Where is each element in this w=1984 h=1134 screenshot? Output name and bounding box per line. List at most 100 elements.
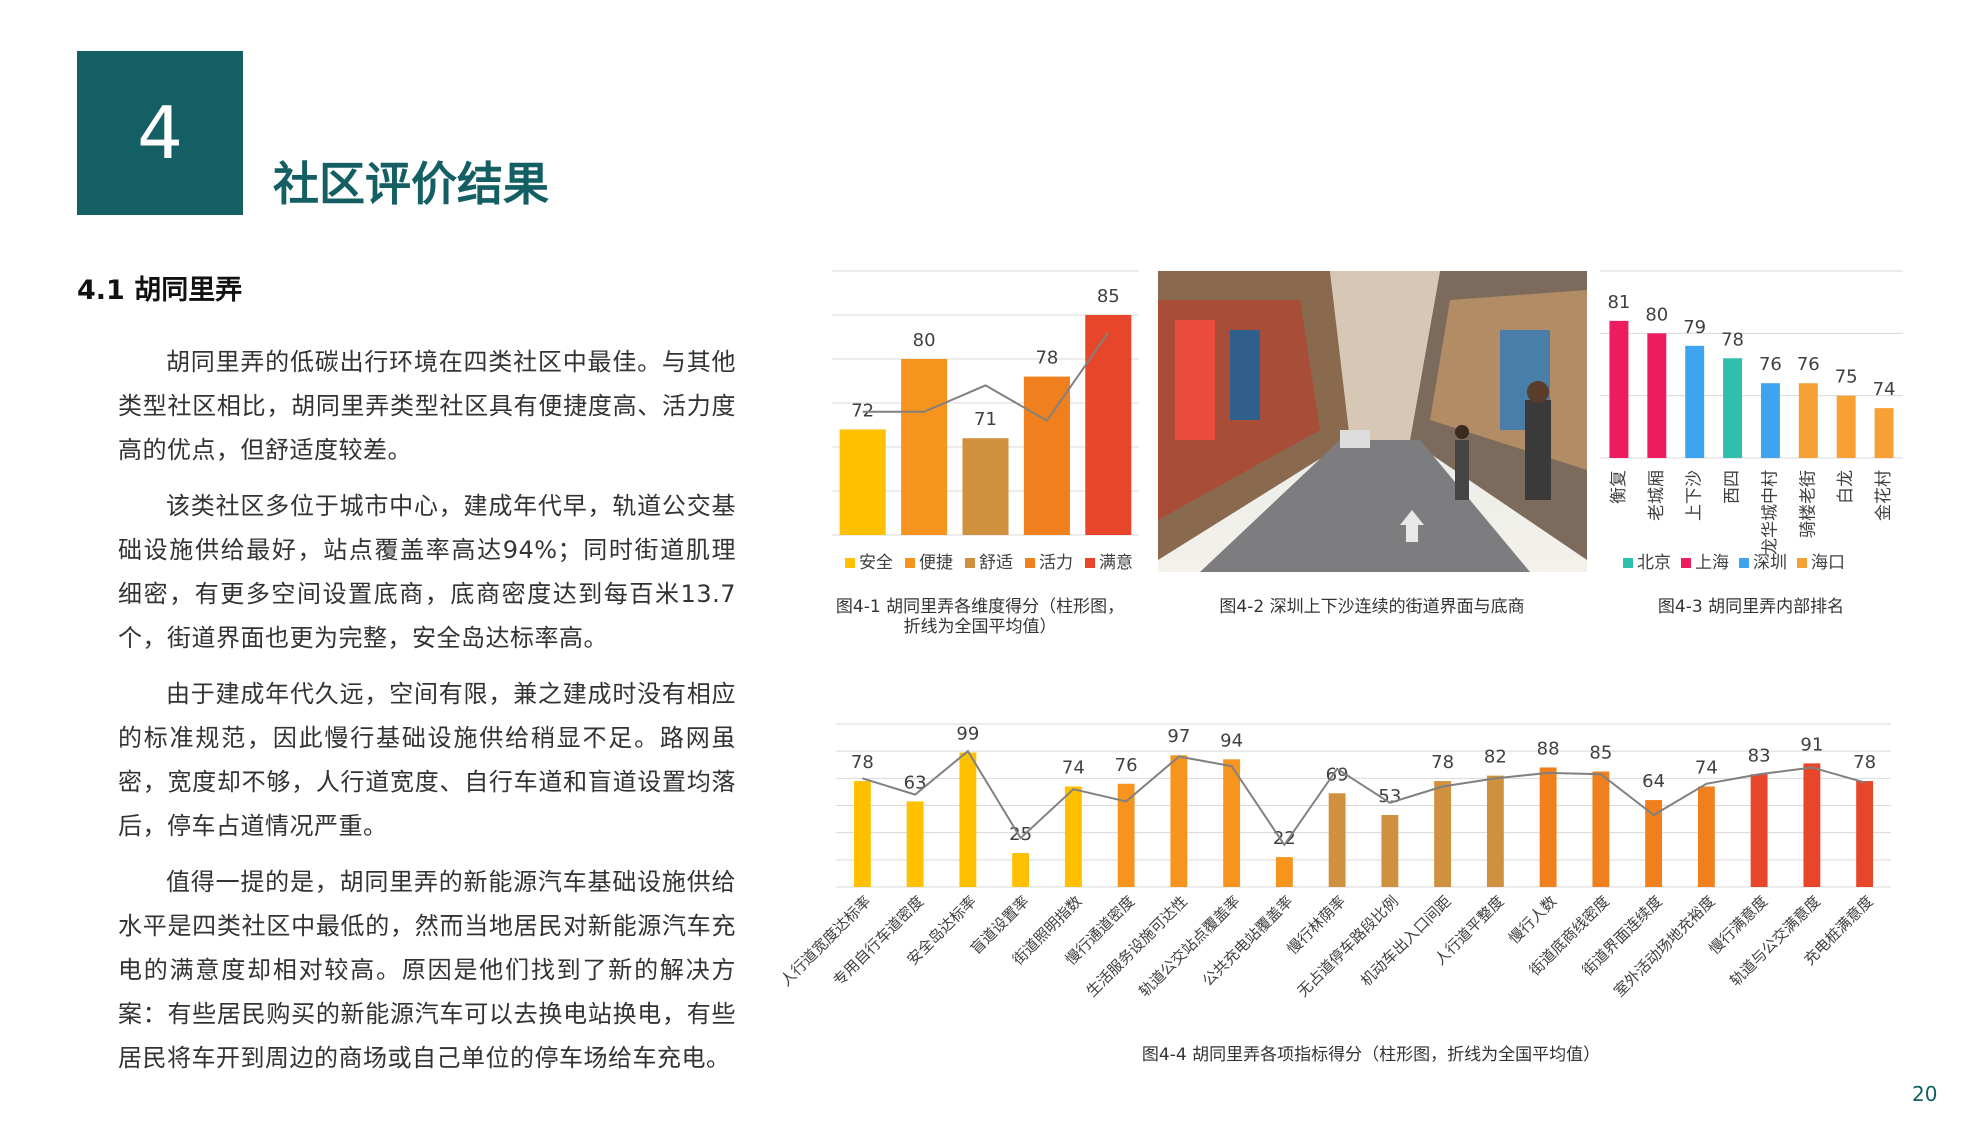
bar bbox=[1223, 759, 1241, 887]
figure-caption: 图4-2 深圳上下沙连续的街道界面与底商 bbox=[1219, 597, 1524, 617]
figure-caption: 折线为全国平均值） bbox=[904, 617, 1057, 637]
bar bbox=[839, 429, 886, 535]
figure-caption: 图4-4 胡同里弄各项指标得分（柱形图，折线为全国平均值） bbox=[1142, 1045, 1600, 1065]
average-line bbox=[862, 749, 1865, 847]
x-tick-label: 人行道宽度达标率 bbox=[777, 892, 875, 990]
bar bbox=[1012, 853, 1030, 887]
bar bbox=[901, 359, 948, 535]
legend-label: 安全 bbox=[859, 553, 893, 573]
value-label: 78 bbox=[1035, 348, 1058, 369]
bar bbox=[1697, 786, 1715, 887]
x-tick-label: 金花村 bbox=[1874, 470, 1894, 521]
value-label: 80 bbox=[913, 330, 936, 351]
bar bbox=[1750, 774, 1768, 887]
value-label: 22 bbox=[1273, 828, 1296, 849]
x-tick-label: 衡复 bbox=[1609, 470, 1629, 504]
legend-swatch bbox=[845, 558, 855, 568]
x-tick-label: 西四 bbox=[1723, 470, 1743, 504]
x-tick-label: 轨道与公交满意度 bbox=[1726, 892, 1824, 990]
legend-swatch bbox=[1623, 558, 1633, 568]
x-tick-label: 老城厢 bbox=[1647, 470, 1667, 521]
x-tick-label: 专用自行车道密度 bbox=[830, 892, 928, 990]
bar bbox=[1328, 793, 1346, 887]
legend-label: 北京 bbox=[1637, 553, 1671, 573]
value-label: 97 bbox=[1167, 726, 1190, 747]
value-label: 91 bbox=[1800, 734, 1823, 755]
figure-caption: 图4-1 胡同里弄各维度得分（柱形图， bbox=[836, 597, 1124, 617]
bar bbox=[1647, 333, 1667, 458]
value-label: 80 bbox=[1645, 304, 1668, 325]
average-line bbox=[862, 332, 1110, 422]
legend-swatch bbox=[965, 558, 975, 568]
figure-caption: 图4-3 胡同里弄内部排名 bbox=[1658, 597, 1844, 617]
x-tick-label: 机动车出入口间距 bbox=[1357, 892, 1455, 990]
value-label: 71 bbox=[974, 409, 997, 430]
legend-label: 海口 bbox=[1811, 553, 1845, 573]
bar bbox=[959, 752, 977, 887]
value-label: 81 bbox=[1607, 292, 1630, 313]
bar bbox=[1874, 408, 1894, 458]
bar bbox=[1609, 320, 1629, 458]
legend-label: 便捷 bbox=[919, 553, 953, 573]
chapter-number: 4 bbox=[77, 51, 243, 215]
legend-swatch bbox=[1681, 558, 1691, 568]
value-label: 74 bbox=[1873, 379, 1896, 400]
value-label: 78 bbox=[1431, 752, 1454, 773]
bar bbox=[1539, 767, 1557, 887]
value-label: 63 bbox=[904, 772, 927, 793]
legend-label: 深圳 bbox=[1753, 553, 1787, 573]
bar bbox=[1117, 783, 1135, 887]
value-label: 82 bbox=[1484, 747, 1507, 768]
paragraph: 该类社区多位于城市中心，建成年代早，轨道公交基础设施供给最好，站点覆盖率高达94… bbox=[118, 492, 736, 652]
value-label: 79 bbox=[1683, 317, 1706, 338]
value-label: 85 bbox=[1097, 286, 1120, 307]
x-tick-label: 白龙 bbox=[1836, 470, 1856, 504]
bar bbox=[1275, 857, 1293, 887]
bar bbox=[1064, 786, 1082, 887]
bar bbox=[906, 801, 924, 887]
value-label: 78 bbox=[1853, 752, 1876, 773]
bar bbox=[1592, 771, 1610, 887]
bar bbox=[1685, 345, 1705, 458]
bar bbox=[1486, 775, 1504, 887]
value-label: 25 bbox=[1009, 824, 1032, 845]
value-label: 99 bbox=[956, 724, 979, 745]
bar bbox=[1836, 395, 1856, 458]
value-label: 76 bbox=[1759, 354, 1782, 375]
body-text: 胡同里弄的低碳出行环境在四类社区中最佳。与其他类型社区相比，胡同里弄类型社区具有… bbox=[118, 340, 736, 1092]
x-tick-label: 上下沙 bbox=[1685, 470, 1705, 521]
value-label: 94 bbox=[1220, 730, 1243, 751]
value-label: 83 bbox=[1748, 745, 1771, 766]
street-photo bbox=[1158, 271, 1587, 572]
bar bbox=[1856, 781, 1874, 887]
bar bbox=[1381, 815, 1399, 887]
section-title: 4.1 胡同里弄 bbox=[77, 275, 243, 306]
legend-label: 活力 bbox=[1039, 553, 1073, 573]
value-label: 76 bbox=[1797, 354, 1820, 375]
paragraph: 由于建成年代久远，空间有限，兼之建成时没有相应的标准规范，因此慢行基础设施供给稍… bbox=[118, 680, 736, 840]
legend-label: 满意 bbox=[1099, 553, 1133, 573]
bar bbox=[1023, 376, 1070, 535]
x-tick-label: 生活服务设施可达性 bbox=[1083, 892, 1191, 1000]
legend-label: 上海 bbox=[1695, 553, 1729, 573]
legend-label: 舒适 bbox=[979, 553, 1013, 573]
legend-swatch bbox=[1085, 558, 1095, 568]
bar bbox=[1434, 781, 1452, 887]
x-tick-label: 轨道公交站点覆盖率 bbox=[1135, 892, 1243, 1000]
x-tick-label: 室外活动场地充裕度 bbox=[1610, 892, 1718, 1000]
bar bbox=[1645, 800, 1663, 887]
value-label: 78 bbox=[851, 752, 874, 773]
value-label: 75 bbox=[1835, 367, 1858, 388]
x-tick-label: 慢行人数 bbox=[1505, 892, 1560, 947]
value-label: 76 bbox=[1115, 755, 1138, 776]
legend-swatch bbox=[905, 558, 915, 568]
value-label: 85 bbox=[1589, 743, 1612, 764]
bar bbox=[853, 781, 871, 887]
bar bbox=[1085, 315, 1132, 535]
legend-swatch bbox=[1739, 558, 1749, 568]
bar bbox=[962, 438, 1009, 535]
legend-swatch bbox=[1025, 558, 1035, 568]
bar bbox=[1760, 383, 1780, 458]
